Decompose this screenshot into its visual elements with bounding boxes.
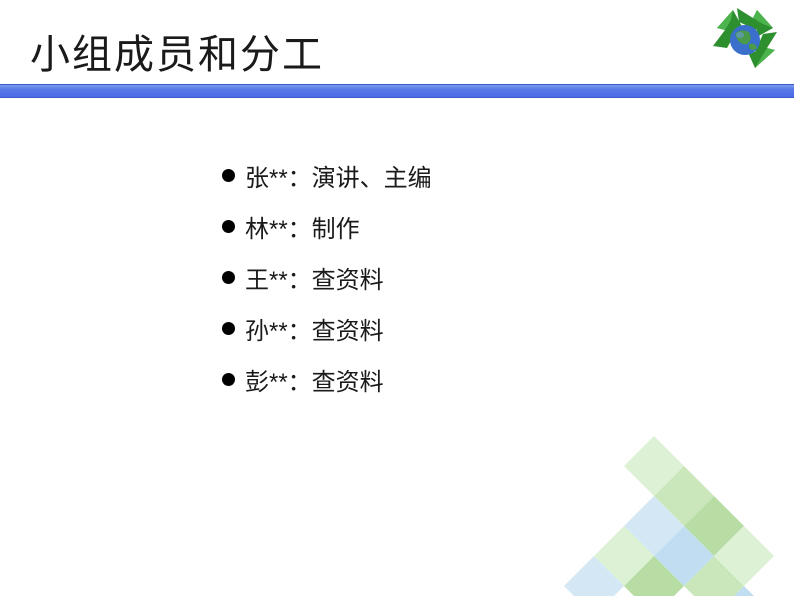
title-divider-bar bbox=[0, 84, 794, 98]
bullet-marker bbox=[222, 322, 235, 335]
bullet-marker bbox=[222, 373, 235, 386]
bullet-marker bbox=[222, 169, 235, 182]
list-item-text: 张**：演讲、主编 bbox=[245, 158, 432, 193]
bullet-marker bbox=[222, 271, 235, 284]
list-item: 孙**：查资料 bbox=[222, 311, 432, 346]
list-item: 张**：演讲、主编 bbox=[222, 158, 432, 193]
list-item: 王**：查资料 bbox=[222, 260, 432, 295]
list-item-text: 彭**：查资料 bbox=[245, 362, 384, 397]
list-item-text: 林**：制作 bbox=[245, 209, 360, 244]
list-item: 林**：制作 bbox=[222, 209, 432, 244]
bullet-list: 张**：演讲、主编 林**：制作 王**：查资料 孙**：查资料 彭**：查资料 bbox=[222, 158, 432, 413]
slide-title: 小组成员和分工 bbox=[30, 22, 324, 80]
list-item-text: 王**：查资料 bbox=[245, 260, 384, 295]
diamond-decoration bbox=[514, 396, 794, 596]
recycle-globe-icon bbox=[704, 2, 786, 74]
bullet-marker bbox=[222, 220, 235, 233]
list-item: 彭**：查资料 bbox=[222, 362, 432, 397]
list-item-text: 孙**：查资料 bbox=[245, 311, 384, 346]
